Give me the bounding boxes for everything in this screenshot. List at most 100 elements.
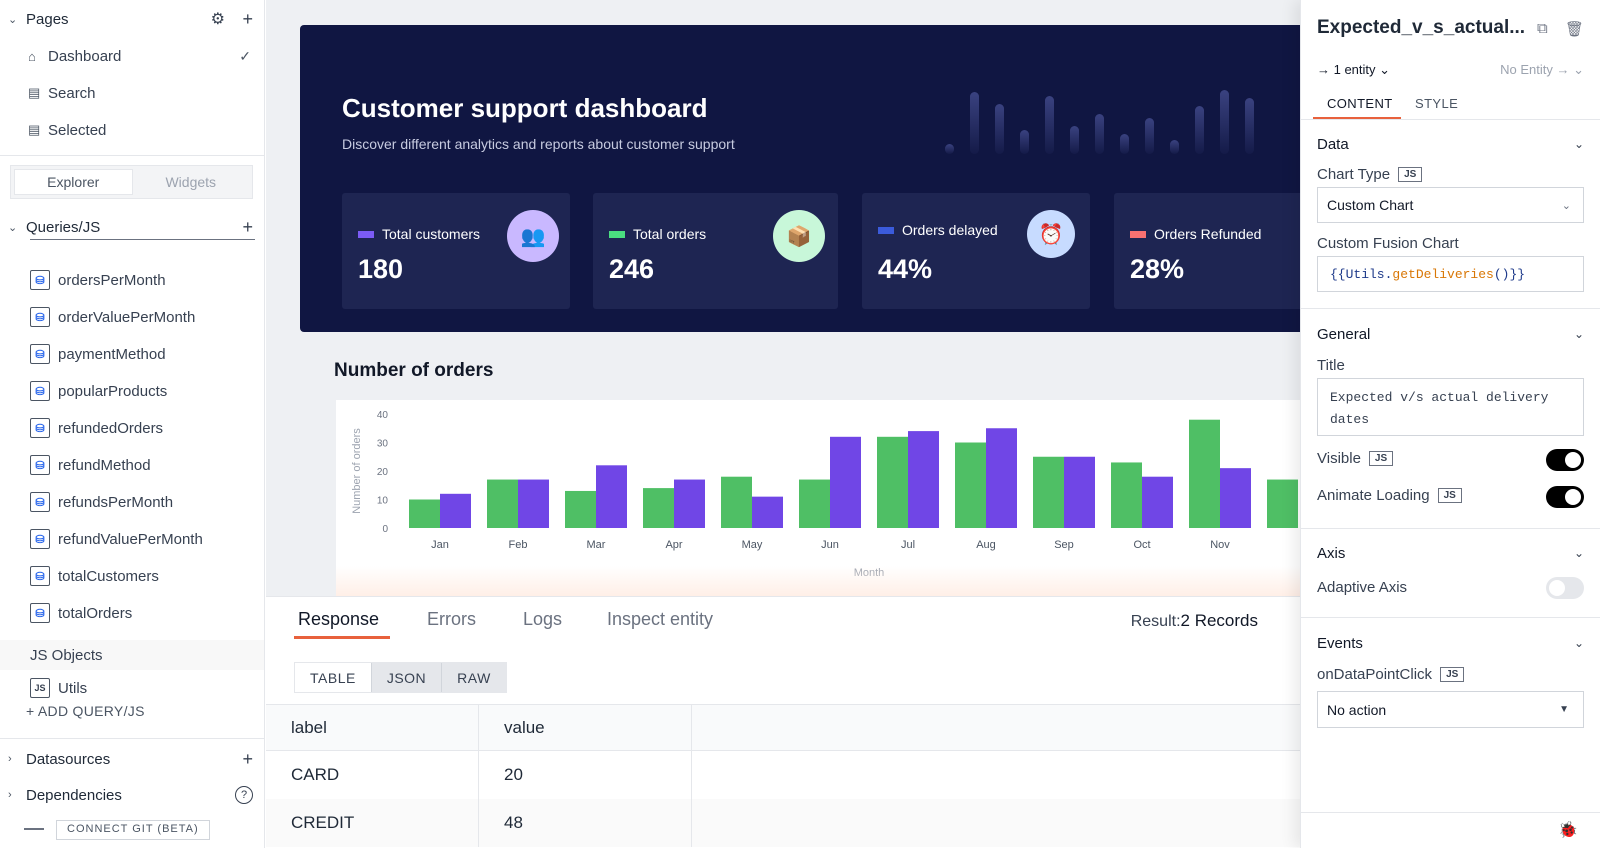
chevron-down-icon[interactable]: ⌄ — [1573, 636, 1584, 650]
entity-dropdown[interactable]: → 1 entity ⌄ — [1317, 62, 1391, 77]
query-label: ordersPerMonth — [58, 271, 166, 289]
bug-icon[interactable]: 🐞 — [1558, 822, 1578, 839]
dependencies-title: Dependencies — [26, 786, 122, 804]
format-raw-button[interactable]: RAW — [441, 663, 506, 692]
chevron-right-icon[interactable]: › — [8, 753, 12, 765]
result-value: 2 Records — [1180, 611, 1258, 630]
adaptive-axis-toggle[interactable] — [1546, 577, 1584, 599]
chevron-right-icon[interactable]: › — [8, 789, 12, 801]
chart-bar — [1220, 468, 1251, 528]
tab-response[interactable]: Response — [298, 609, 380, 629]
animate-loading-toggle[interactable] — [1546, 486, 1584, 508]
query-item[interactable]: ⛁ totalOrders — [0, 595, 264, 631]
help-icon[interactable]: ? — [235, 786, 253, 804]
datasources-title: Datasources — [26, 750, 111, 768]
page-item-dashboard[interactable]: ⌂ Dashboard ✓ — [0, 38, 264, 74]
axis-group-title[interactable]: Axis — [1317, 545, 1346, 562]
query-item[interactable]: ⛁ ordersPerMonth — [0, 262, 264, 298]
stat-card-total-customers[interactable]: Total customers 180 👥 — [342, 193, 570, 309]
decor-bar — [1070, 126, 1079, 154]
x-tick-label: Sep — [1054, 539, 1074, 551]
active-tab-underline — [294, 636, 390, 639]
decor-bar — [1220, 90, 1229, 154]
tab-inspect-entity[interactable]: Inspect entity — [607, 609, 714, 629]
query-item[interactable]: ⛁ orderValuePerMonth — [0, 299, 264, 335]
js-toggle-badge[interactable]: JS — [1440, 667, 1465, 682]
js-object-item-utils[interactable]: JS Utils — [0, 670, 264, 706]
page-item-search[interactable]: ▤ Search — [0, 75, 264, 111]
connect-git-button[interactable]: CONNECT GIT (BETA) — [56, 820, 210, 840]
add-query-icon[interactable]: + — [242, 216, 253, 237]
page-item-selected[interactable]: ▤ Selected — [0, 112, 264, 148]
query-item[interactable]: ⛁ totalCustomers — [0, 558, 264, 594]
stat-label-text: Orders delayed — [902, 222, 998, 238]
table-cell: CREDIT — [266, 799, 479, 847]
stat-card-total-orders[interactable]: Total orders 246 📦 — [593, 193, 838, 309]
tab-explorer[interactable]: Explorer — [14, 169, 133, 195]
add-datasource-icon[interactable]: + — [242, 748, 253, 769]
query-item[interactable]: ⛁ paymentMethod — [0, 336, 264, 372]
custom-chart-code-input[interactable]: {{Utils. getDeliveries()}} — [1317, 256, 1584, 292]
js-objects-header[interactable]: JS Objects — [0, 640, 264, 670]
stat-card-orders-delayed[interactable]: Orders delayed 44% ⏰ — [862, 193, 1090, 309]
tab-widgets[interactable]: Widgets — [165, 174, 217, 190]
no-entity-dropdown[interactable]: No Entity → ⌄ — [1500, 62, 1584, 77]
js-toggle-badge[interactable]: JS — [1437, 488, 1462, 503]
orders-bar-chart[interactable]: 0 10 20 30 40 Number of orders Jan Feb Mar Apr May… — [336, 400, 1300, 596]
chevron-down-icon[interactable]: ⌄ — [1573, 546, 1584, 560]
query-item[interactable]: ⛁ popularProducts — [0, 373, 264, 409]
table-row[interactable]: CARD 20 — [266, 751, 1300, 799]
query-item[interactable]: ⛁ refundMethod — [0, 447, 264, 483]
stat-card-orders-refunded[interactable]: Orders Refunded 28% — [1114, 193, 1300, 309]
chevron-down-icon: ⌄ — [1561, 199, 1571, 212]
format-json-button[interactable]: JSON — [370, 663, 442, 692]
chevron-down-icon[interactable]: ⌄ — [8, 13, 18, 26]
dependencies-section-header[interactable]: › Dependencies ? — [0, 777, 264, 813]
tab-errors[interactable]: Errors — [427, 609, 476, 629]
query-label: refundedOrders — [58, 419, 164, 437]
query-item[interactable]: ⛁ refundsPerMonth — [0, 484, 264, 520]
add-query-js-button[interactable]: + ADD QUERY/JS — [26, 703, 145, 719]
y-tick-label: 10 — [377, 496, 389, 507]
tab-content[interactable]: CONTENT — [1327, 96, 1393, 111]
query-item[interactable]: ⛁ refundValuePerMonth — [0, 521, 264, 557]
events-group-title[interactable]: Events — [1317, 635, 1363, 652]
js-toggle-badge[interactable]: JS — [1368, 451, 1394, 466]
table-row[interactable]: CREDIT 48 — [266, 799, 1300, 847]
general-group-title[interactable]: General — [1317, 326, 1371, 343]
visible-toggle[interactable] — [1546, 449, 1584, 471]
gear-icon[interactable]: ⚙ — [210, 11, 225, 28]
queries-section-header[interactable]: ⌄ Queries/JS + — [0, 209, 264, 245]
add-page-icon[interactable]: + — [242, 8, 253, 29]
y-tick-label: 40 — [377, 410, 389, 421]
x-tick-label: Feb — [509, 539, 528, 551]
format-table-button[interactable]: TABLE — [295, 663, 371, 692]
column-header[interactable]: value — [479, 705, 692, 750]
divider — [1301, 812, 1600, 813]
tab-logs[interactable]: Logs — [523, 609, 563, 629]
on-data-point-click-select[interactable]: No action ▼ — [1317, 691, 1584, 728]
delete-icon[interactable]: 🗑 — [1565, 21, 1585, 38]
column-header[interactable]: label — [266, 705, 479, 750]
chevron-down-icon[interactable]: ⌄ — [8, 221, 18, 234]
query-icon: ⛁ — [30, 603, 50, 623]
chart-type-select[interactable]: Custom Chart ⌄ — [1317, 187, 1584, 223]
datasources-section-header[interactable]: › Datasources + — [0, 741, 264, 777]
data-group-title[interactable]: Data — [1317, 136, 1349, 153]
legend-swatch — [609, 230, 625, 238]
copy-icon[interactable]: ⧉ — [1537, 20, 1548, 37]
chart-bar — [1189, 419, 1220, 528]
widget-name[interactable]: Expected_v_s_actual... — [1317, 17, 1526, 38]
js-toggle-badge[interactable]: JS — [1398, 167, 1423, 182]
divider — [1301, 308, 1600, 309]
chevron-down-icon[interactable]: ⌄ — [1573, 137, 1584, 151]
dashboard-header-container[interactable]: Customer support dashboard Discover diff… — [300, 25, 1300, 332]
chart-svg: 0 10 20 30 40 Number of orders Jan Feb Mar Apr May… — [351, 410, 1298, 579]
table-cell: CARD — [266, 751, 479, 799]
title-input[interactable]: Expected v/s actual delivery dates — [1317, 378, 1584, 436]
query-item[interactable]: ⛁ refundedOrders — [0, 410, 264, 446]
chevron-down-icon[interactable]: ⌄ — [1573, 327, 1584, 341]
dashboard-title: Customer support dashboard — [342, 93, 708, 123]
pages-section-header[interactable]: ⌄ Pages ⚙ + — [0, 1, 264, 37]
tab-style[interactable]: STYLE — [1415, 96, 1459, 111]
